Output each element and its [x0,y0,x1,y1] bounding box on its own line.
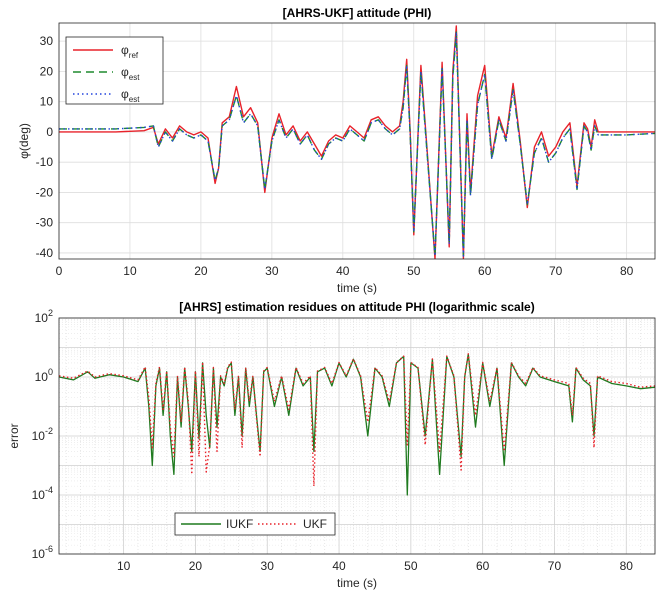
y-tick-label: -10 [36,155,54,169]
y-tick-exponent: -4 [45,485,53,495]
y-tick-label: -30 [36,216,54,230]
x-tick-label: 10 [117,559,131,573]
series-line-ukf [59,353,655,487]
y-tick-base: 10 [35,370,49,384]
x-tick-label: 0 [56,264,63,278]
x-tick-label: 80 [620,264,634,278]
y-tick-label: -20 [36,185,54,199]
axes-box [58,22,656,260]
y-tick-base: 10 [32,547,46,561]
y-tick-label: 0 [46,125,53,139]
x-tick-label: 50 [404,559,418,573]
x-tick-label: 40 [332,559,346,573]
tick-labels: 0 10 20 30 40 50 60 70 80 -40 -30 -20 -10 0 10 20 30 [36,34,634,278]
y-axis-label: error [7,423,21,448]
y-tick-label: 100 [35,367,53,384]
y-tick-label: 30 [40,34,54,48]
x-tick-label: 40 [336,264,350,278]
legend: φref φest φest [65,36,164,105]
y-tick-label: 102 [35,308,53,325]
y-tick-label: 20 [40,64,54,78]
x-axis-label: time (s) [337,281,377,295]
x-tick-label: 50 [407,264,421,278]
x-tick-label: 80 [620,559,634,573]
x-tick-label: 30 [265,264,279,278]
y-axis-label: φ(deg) [17,123,31,159]
x-tick-label: 20 [194,264,208,278]
x-tick-label: 70 [549,264,563,278]
legend-label-iukf: IUKF [226,517,253,531]
y-tick-label: 10-2 [32,426,53,443]
legend-box [65,36,164,105]
series-group [59,25,655,259]
axes-box [58,317,656,555]
y-tick-exponent: -2 [45,426,53,436]
y-tick-base: 10 [32,488,46,502]
chart-title: [AHRS-UKF] attitude (PHI) [283,6,432,20]
y-tick-label: -40 [36,246,54,260]
x-tick-label: 70 [548,559,562,573]
legend: IUKF UKF [174,512,336,536]
x-tick-label: 20 [189,559,203,573]
y-tick-label: 10 [40,95,54,109]
x-tick-label: 60 [478,264,492,278]
y-tick-exponent: -6 [45,544,53,554]
legend-box [174,512,336,536]
attitude-phi-chart: 0 10 20 30 40 50 60 70 80 -40 -30 -20 -10 0 10 20 30 [AH… [17,6,656,295]
y-tick-exponent: 2 [48,308,53,318]
chart-title: [AHRS] estimation residues on attitude P… [179,300,534,314]
x-tick-label: 60 [476,559,490,573]
x-axis-label: time (s) [337,576,377,590]
y-tick-label: 10-6 [32,544,53,561]
y-tick-exponent: 0 [48,367,53,377]
series-line-2 [59,31,655,257]
legend-label-ukf: UKF [303,517,327,531]
x-tick-label: 10 [123,264,137,278]
y-tick-label: 10-4 [32,485,53,502]
y-tick-base: 10 [32,429,46,443]
x-tick-label: 30 [261,559,275,573]
y-tick-base: 10 [35,311,49,325]
series-group [59,353,655,496]
